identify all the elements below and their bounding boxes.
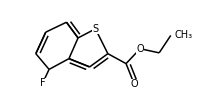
Text: O: O	[131, 79, 138, 89]
Text: S: S	[92, 24, 99, 34]
Text: O: O	[136, 44, 144, 54]
Text: CH₃: CH₃	[175, 30, 193, 40]
Text: F: F	[40, 78, 45, 89]
